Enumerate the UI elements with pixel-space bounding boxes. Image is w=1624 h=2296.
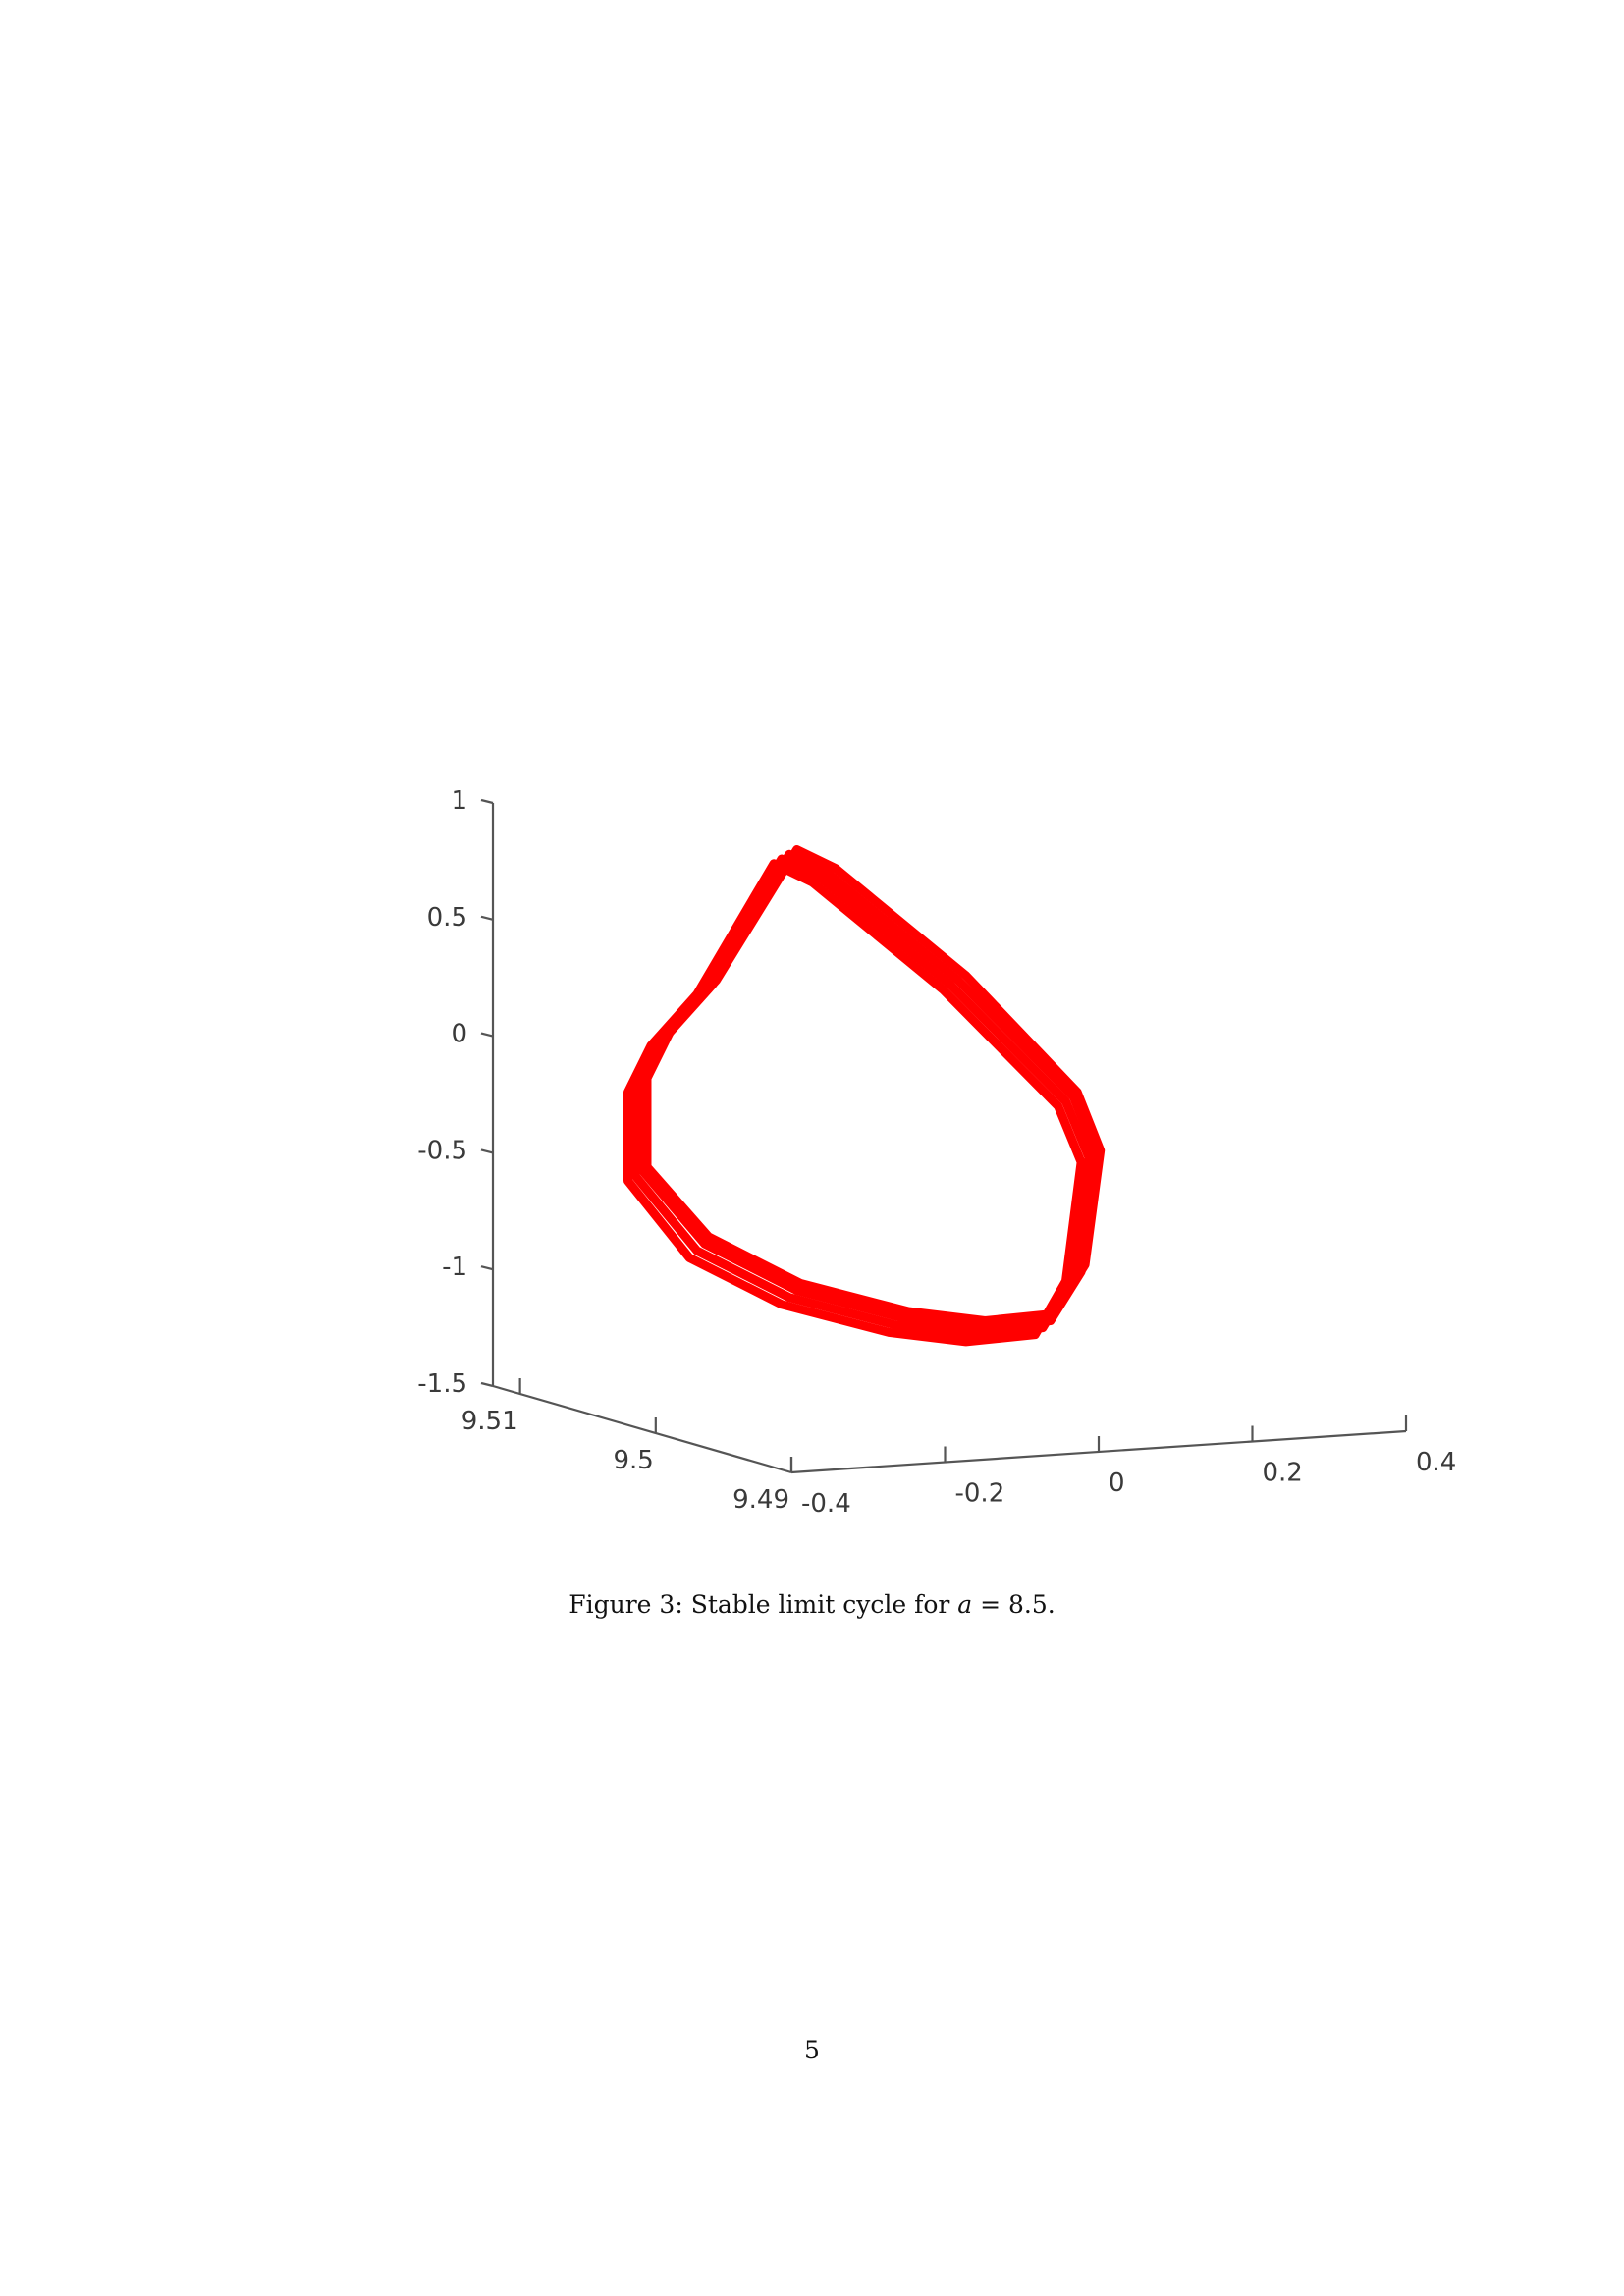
x-tick-label: -0.2 — [955, 1479, 1005, 1509]
figure-caption: Figure 3: Stable limit cycle for a = 8.5… — [0, 1590, 1624, 1619]
y-tick-label: 9.5 — [613, 1446, 653, 1475]
z-tick-mark — [481, 1383, 493, 1386]
z-tick-label: 1 — [451, 786, 467, 816]
z-tick-label: 0.5 — [427, 903, 467, 933]
z-tick-label: -0.5 — [417, 1136, 467, 1165]
y-tick-label: 9.49 — [732, 1485, 789, 1515]
z-tick-label: -1.5 — [417, 1369, 467, 1399]
caption-math-variable: a — [957, 1590, 972, 1619]
x-tick-label: 0.4 — [1416, 1448, 1456, 1477]
x-tick-label: 0.2 — [1263, 1459, 1303, 1488]
caption-prefix: Figure 3: Stable limit cycle for — [568, 1590, 957, 1619]
z-tick-mark — [481, 1266, 493, 1269]
z-tick-mark — [481, 800, 493, 803]
y-tick-label: 9.51 — [461, 1407, 518, 1436]
z-tick-mark — [481, 1149, 493, 1152]
caption-suffix: = 8.5. — [972, 1590, 1056, 1619]
x-tick-label: 0 — [1109, 1468, 1125, 1498]
series-group — [628, 850, 1101, 1342]
page-number: 5 — [0, 2036, 1624, 2064]
x-tick-label: -0.4 — [801, 1489, 851, 1519]
z-tick-label: 0 — [451, 1020, 467, 1049]
z-tick-mark — [481, 917, 493, 920]
z-tick-mark — [481, 1034, 493, 1037]
z-tick-label: -1 — [442, 1253, 467, 1282]
limit-cycle-orbit — [628, 864, 1082, 1342]
